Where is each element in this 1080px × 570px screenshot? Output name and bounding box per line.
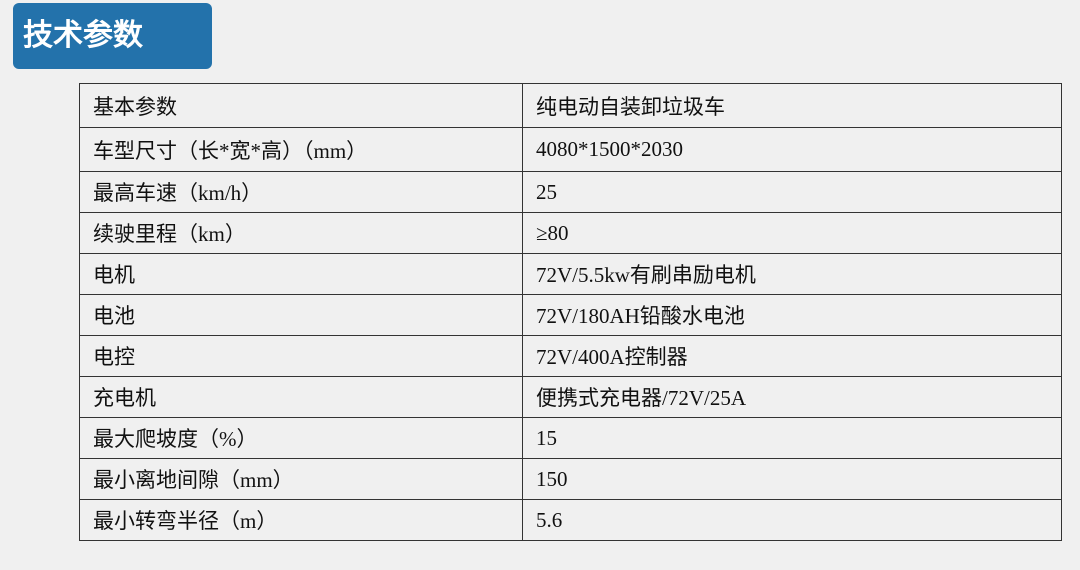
table-row: 最大爬坡度（%） 15	[79, 417, 1062, 459]
spec-label: 最小离地间隙（mm）	[79, 458, 523, 500]
spec-value: 便携式充电器/72V/25A	[522, 376, 1062, 418]
table-row: 充电机 便携式充电器/72V/25A	[79, 376, 1062, 418]
section-title-banner: 技术参数	[13, 3, 212, 69]
spec-label: 充电机	[79, 376, 523, 418]
spec-value: 4080*1500*2030	[522, 127, 1062, 172]
spec-value: 72V/400A控制器	[522, 335, 1062, 377]
table-row: 电机 72V/5.5kw有刷串励电机	[79, 253, 1062, 295]
spec-label: 电控	[79, 335, 523, 377]
spec-label: 车型尺寸（长*宽*高）（mm）	[79, 127, 523, 172]
table-row: 最高车速（km/h） 25	[79, 171, 1062, 213]
spec-label: 最高车速（km/h）	[79, 171, 523, 213]
spec-value: 72V/180AH铅酸水电池	[522, 294, 1062, 336]
spec-label: 续驶里程（km）	[79, 212, 523, 254]
table-row: 电控 72V/400A控制器	[79, 335, 1062, 377]
spec-label: 电池	[79, 294, 523, 336]
table-row: 最小离地间隙（mm） 150	[79, 458, 1062, 500]
spec-table: 基本参数 纯电动自装卸垃圾车 车型尺寸（长*宽*高）（mm） 4080*1500*20…	[79, 83, 1062, 541]
spec-label: 最大爬坡度（%）	[79, 417, 523, 459]
table-row: 车型尺寸（长*宽*高）（mm） 4080*1500*2030	[79, 127, 1062, 172]
spec-value: 15	[522, 417, 1062, 459]
spec-value: ≥80	[522, 212, 1062, 254]
spec-value: 25	[522, 171, 1062, 213]
spec-value: 72V/5.5kw有刷串励电机	[522, 253, 1062, 295]
spec-value: 纯电动自装卸垃圾车	[522, 83, 1062, 128]
table-row: 电池 72V/180AH铅酸水电池	[79, 294, 1062, 336]
table-row: 基本参数 纯电动自装卸垃圾车	[79, 83, 1062, 128]
spec-label: 最小转弯半径（m）	[79, 499, 523, 541]
spec-value: 150	[522, 458, 1062, 500]
table-row: 续驶里程（km） ≥80	[79, 212, 1062, 254]
spec-value: 5.6	[522, 499, 1062, 541]
spec-label: 电机	[79, 253, 523, 295]
table-row: 最小转弯半径（m） 5.6	[79, 499, 1062, 541]
spec-label: 基本参数	[79, 83, 523, 128]
section-title: 技术参数	[23, 18, 143, 53]
